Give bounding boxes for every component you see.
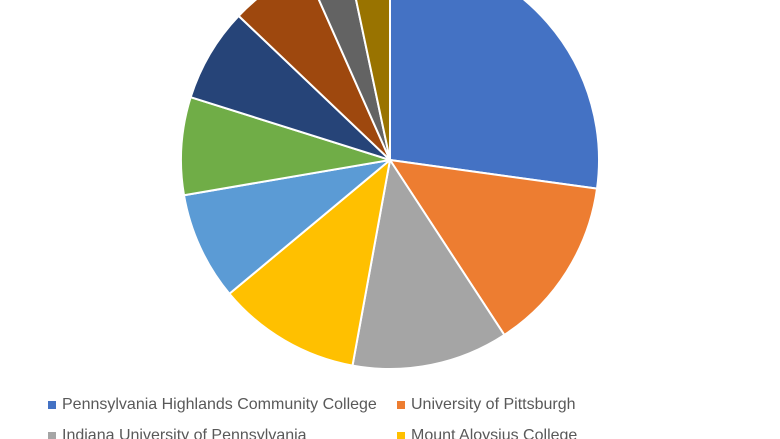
pie-slice-3 (228, 159, 391, 367)
legend-swatch-0 (48, 401, 56, 409)
legend-swatch-3 (397, 432, 405, 439)
pie-slice-8 (317, 0, 391, 161)
legend-label-3: Mount Aloysius College (411, 427, 578, 439)
legend-label-1: University of Pittsburgh (411, 396, 576, 413)
pie-slice-2 (351, 159, 506, 370)
legend-label-0: Pennsylvania Highlands Community College (62, 396, 377, 413)
pie-slice-0 (389, 0, 600, 190)
legend-swatch-1 (397, 401, 405, 409)
legend-swatch-2 (48, 432, 56, 439)
legend-item-3: Mount Aloysius College (397, 421, 577, 439)
legend-item-0: Pennsylvania Highlands Community College (48, 390, 377, 420)
pie-slice-4 (182, 159, 391, 295)
legend-item-2: Indiana University of Pennsylvania (48, 421, 307, 439)
pie-slice-5 (180, 96, 391, 197)
pie-slice-9 (355, 0, 391, 161)
pie-slice-7 (237, 0, 391, 161)
pie-slice-1 (389, 159, 599, 336)
legend: Pennsylvania Highlands Community College… (0, 388, 780, 439)
legend-label-2: Indiana University of Pennsylvania (62, 427, 307, 439)
legend-item-1: University of Pittsburgh (397, 390, 576, 420)
